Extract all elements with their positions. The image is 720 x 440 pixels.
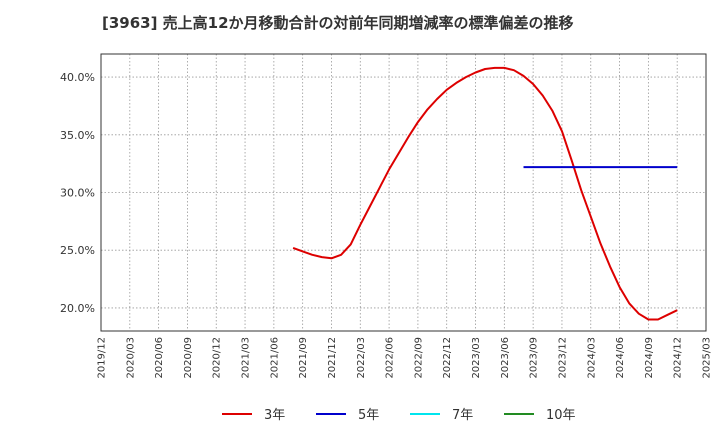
x-tick-label: 2020/06 [154,337,165,379]
x-tick-label: 2021/03 [241,337,252,379]
x-tick-label: 2022/06 [385,337,396,379]
grid-layer [100,54,707,331]
legend-label-4: 10年 [546,408,576,423]
x-tick-label: 2023/03 [471,337,482,379]
series-line-1 [292,66,678,321]
x-tick-label: 2023/09 [529,337,540,379]
x-tick-label: 2022/12 [442,337,453,379]
y-tick-label: 30.0% [60,187,95,200]
x-tick-label: 2024/06 [615,337,626,379]
legend-label-3: 7年 [452,408,473,423]
chart-title: [3963] 売上高12か月移動合計の対前年同期増減率の標準偏差の推移 [102,14,574,32]
x-tick-label: 2020/12 [212,337,223,379]
x-tick-label: 2025/03 [702,337,713,379]
x-tick-label: 2022/03 [356,337,367,379]
x-tick-label: 2024/03 [586,337,597,379]
x-tick-label: 2023/12 [557,337,568,379]
x-tick-label: 2021/12 [327,337,338,379]
series-layer [292,66,678,321]
x-tick-label: 2022/09 [413,337,424,379]
x-tick-label: 2023/06 [500,337,511,379]
x-tick-label: 2020/03 [125,337,136,379]
x-tick-label: 2019/12 [97,337,108,379]
x-tick-label: 2021/09 [298,337,309,379]
plot-frame [100,53,707,332]
y-tick-label: 35.0% [60,129,95,142]
y-tick-label: 20.0% [60,302,95,315]
legend-label-2: 5年 [358,408,379,423]
x-tick-label: 2024/09 [644,337,655,379]
legend: 3年 5年 7年 10年 [222,408,576,423]
x-tick-label: 2021/06 [269,337,280,379]
x-tick-label: 2020/09 [183,337,194,379]
x-tick-label: 2024/12 [673,337,684,379]
y-tick-label: 25.0% [60,244,95,257]
tick-label-layer: 2019/12 2020/03 2020/06 2020/09 2020/12 2021/… [60,71,712,378]
y-tick-label: 40.0% [60,71,95,84]
legend-label-1: 3年 [264,408,285,423]
